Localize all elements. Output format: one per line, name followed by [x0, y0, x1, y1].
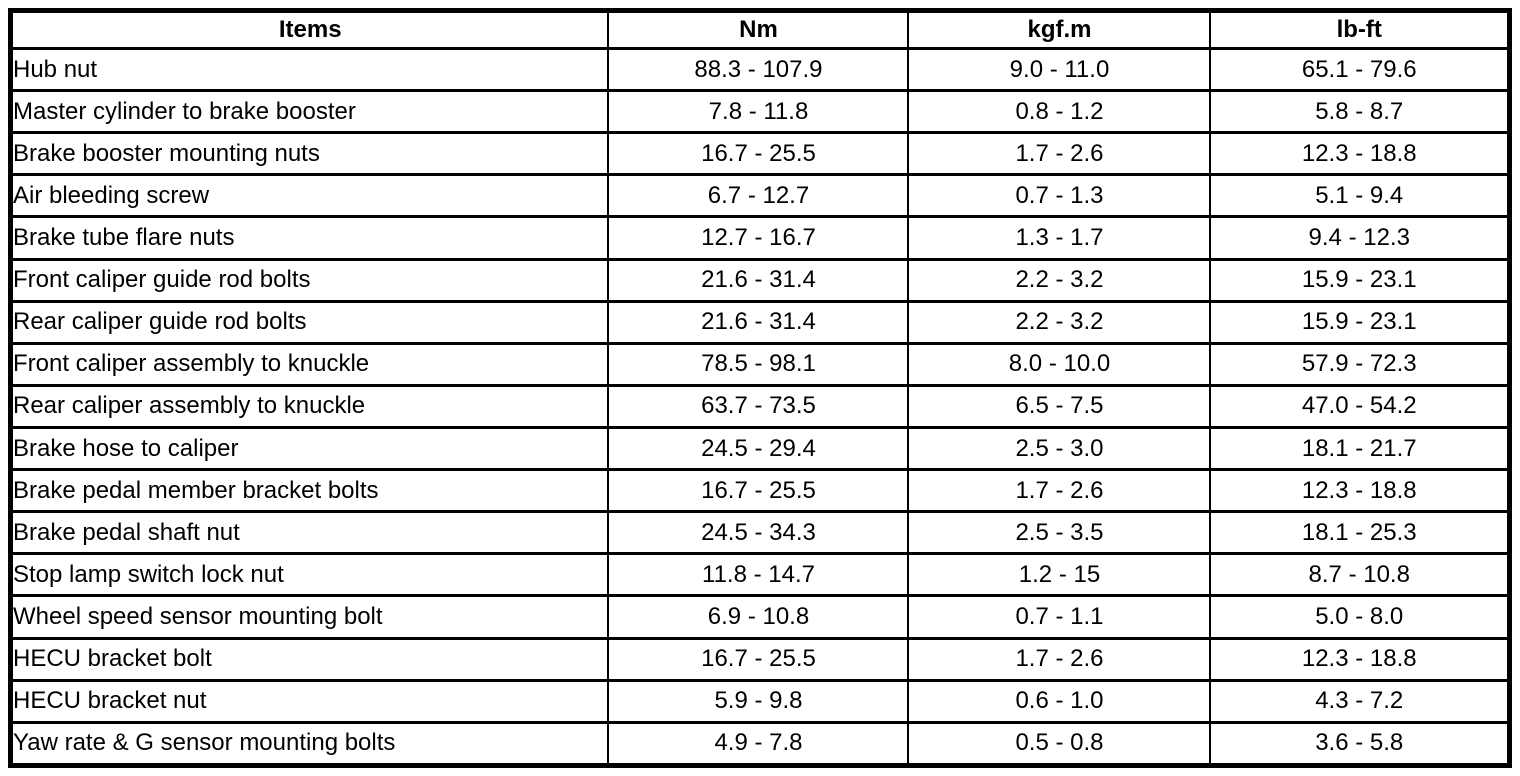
table-row: Brake hose to caliper 24.5 - 29.4 2.5 - … — [9, 425, 1511, 472]
cell-item: Brake tube flare nuts — [9, 215, 610, 261]
cell-item: Master cylinder to brake booster — [9, 89, 610, 135]
cell-kgfm: 0.5 - 0.8 — [907, 720, 1212, 768]
cell-lbft: 5.8 - 8.7 — [1209, 89, 1511, 135]
cell-kgfm: 1.2 - 15 — [907, 552, 1212, 598]
cell-kgfm: 0.8 - 1.2 — [907, 89, 1212, 135]
table-row: Rear caliper guide rod bolts 21.6 - 31.4… — [9, 299, 1511, 345]
cell-nm: 24.5 - 34.3 — [607, 510, 910, 556]
cell-nm: 88.3 - 107.9 — [607, 46, 910, 93]
cell-nm: 6.7 - 12.7 — [607, 173, 910, 219]
cell-item: Brake pedal member bracket bolts — [9, 468, 610, 514]
cell-lbft: 4.3 - 7.2 — [1209, 678, 1511, 724]
table-row: Brake booster mounting nuts 16.7 - 25.5 … — [9, 131, 1511, 177]
cell-kgfm: 2.5 - 3.5 — [907, 510, 1212, 556]
cell-nm: 16.7 - 25.5 — [607, 131, 910, 177]
cell-lbft: 3.6 - 5.8 — [1209, 720, 1511, 768]
cell-item: Brake pedal shaft nut — [9, 510, 610, 556]
cell-item: HECU bracket bolt — [9, 636, 610, 682]
cell-nm: 16.7 - 25.5 — [607, 636, 910, 682]
torque-specification-table: Items Nm kgf.m lb-ft Hub nut 88.3 - 107.… — [8, 8, 1512, 768]
cell-kgfm: 1.3 - 1.7 — [907, 215, 1212, 261]
table-row: Hub nut 88.3 - 107.9 9.0 - 11.0 65.1 - 7… — [9, 46, 1511, 93]
cell-lbft: 9.4 - 12.3 — [1209, 215, 1511, 261]
cell-lbft: 18.1 - 21.7 — [1209, 425, 1511, 472]
cell-kgfm: 8.0 - 10.0 — [907, 341, 1212, 387]
cell-item: Rear caliper guide rod bolts — [9, 299, 610, 345]
table-header-row: Items Nm kgf.m lb-ft — [9, 9, 1511, 50]
table-row: Yaw rate & G sensor mounting bolts 4.9 -… — [9, 720, 1511, 768]
cell-lbft: 5.1 - 9.4 — [1209, 173, 1511, 219]
table-row: Stop lamp switch lock nut 11.8 - 14.7 1.… — [9, 552, 1511, 598]
cell-kgfm: 2.2 - 3.2 — [907, 257, 1212, 303]
column-header-kgfm: kgf.m — [907, 9, 1212, 50]
cell-nm: 78.5 - 98.1 — [607, 341, 910, 387]
table-row: Air bleeding screw 6.7 - 12.7 0.7 - 1.3 … — [9, 173, 1511, 219]
cell-lbft: 18.1 - 25.3 — [1209, 510, 1511, 556]
cell-item: Rear caliper assembly to knuckle — [9, 383, 610, 429]
cell-item: Hub nut — [9, 46, 610, 93]
cell-nm: 21.6 - 31.4 — [607, 299, 910, 345]
cell-nm: 12.7 - 16.7 — [607, 215, 910, 261]
table-row: Master cylinder to brake booster 7.8 - 1… — [9, 89, 1511, 135]
cell-nm: 16.7 - 25.5 — [607, 468, 910, 514]
cell-item: Yaw rate & G sensor mounting bolts — [9, 720, 610, 768]
cell-lbft: 8.7 - 10.8 — [1209, 552, 1511, 598]
cell-nm: 4.9 - 7.8 — [607, 720, 910, 768]
cell-lbft: 12.3 - 18.8 — [1209, 636, 1511, 682]
cell-kgfm: 0.7 - 1.1 — [907, 594, 1212, 640]
cell-nm: 7.8 - 11.8 — [607, 89, 910, 135]
cell-item: HECU bracket nut — [9, 678, 610, 724]
table-row: Front caliper guide rod bolts 21.6 - 31.… — [9, 257, 1511, 303]
cell-item: Stop lamp switch lock nut — [9, 552, 610, 598]
cell-nm: 6.9 - 10.8 — [607, 594, 910, 640]
cell-lbft: 15.9 - 23.1 — [1209, 257, 1511, 303]
column-header-lbft: lb-ft — [1209, 9, 1511, 50]
table-row: Brake pedal shaft nut 24.5 - 34.3 2.5 - … — [9, 510, 1511, 556]
cell-nm: 24.5 - 29.4 — [607, 425, 910, 472]
table-row: Brake tube flare nuts 12.7 - 16.7 1.3 - … — [9, 215, 1511, 261]
cell-item: Brake booster mounting nuts — [9, 131, 610, 177]
column-header-nm: Nm — [607, 9, 910, 50]
cell-lbft: 57.9 - 72.3 — [1209, 341, 1511, 387]
table-row: Front caliper assembly to knuckle 78.5 -… — [9, 341, 1511, 387]
cell-nm: 63.7 - 73.5 — [607, 383, 910, 429]
cell-kgfm: 0.6 - 1.0 — [907, 678, 1212, 724]
cell-kgfm: 2.2 - 3.2 — [907, 299, 1212, 345]
cell-kgfm: 1.7 - 2.6 — [907, 468, 1212, 514]
cell-item: Front caliper assembly to knuckle — [9, 341, 610, 387]
cell-lbft: 5.0 - 8.0 — [1209, 594, 1511, 640]
cell-nm: 11.8 - 14.7 — [607, 552, 910, 598]
cell-nm: 21.6 - 31.4 — [607, 257, 910, 303]
table-row: Brake pedal member bracket bolts 16.7 - … — [9, 468, 1511, 514]
table-row: Rear caliper assembly to knuckle 63.7 - … — [9, 383, 1511, 429]
table-row: HECU bracket nut 5.9 - 9.8 0.6 - 1.0 4.3… — [9, 678, 1511, 724]
cell-lbft: 12.3 - 18.8 — [1209, 468, 1511, 514]
cell-kgfm: 6.5 - 7.5 — [907, 383, 1212, 429]
cell-lbft: 12.3 - 18.8 — [1209, 131, 1511, 177]
cell-kgfm: 1.7 - 2.6 — [907, 131, 1212, 177]
cell-kgfm: 0.7 - 1.3 — [907, 173, 1212, 219]
cell-lbft: 65.1 - 79.6 — [1209, 46, 1511, 93]
cell-item: Wheel speed sensor mounting bolt — [9, 594, 610, 640]
cell-kgfm: 1.7 - 2.6 — [907, 636, 1212, 682]
cell-item: Air bleeding screw — [9, 173, 610, 219]
column-header-items: Items — [9, 9, 610, 50]
table-row: Wheel speed sensor mounting bolt 6.9 - 1… — [9, 594, 1511, 640]
cell-kgfm: 9.0 - 11.0 — [907, 46, 1212, 93]
table-row: HECU bracket bolt 16.7 - 25.5 1.7 - 2.6 … — [9, 636, 1511, 682]
cell-item: Brake hose to caliper — [9, 425, 610, 472]
cell-kgfm: 2.5 - 3.0 — [907, 425, 1212, 472]
cell-nm: 5.9 - 9.8 — [607, 678, 910, 724]
cell-item: Front caliper guide rod bolts — [9, 257, 610, 303]
cell-lbft: 15.9 - 23.1 — [1209, 299, 1511, 345]
cell-lbft: 47.0 - 54.2 — [1209, 383, 1511, 429]
